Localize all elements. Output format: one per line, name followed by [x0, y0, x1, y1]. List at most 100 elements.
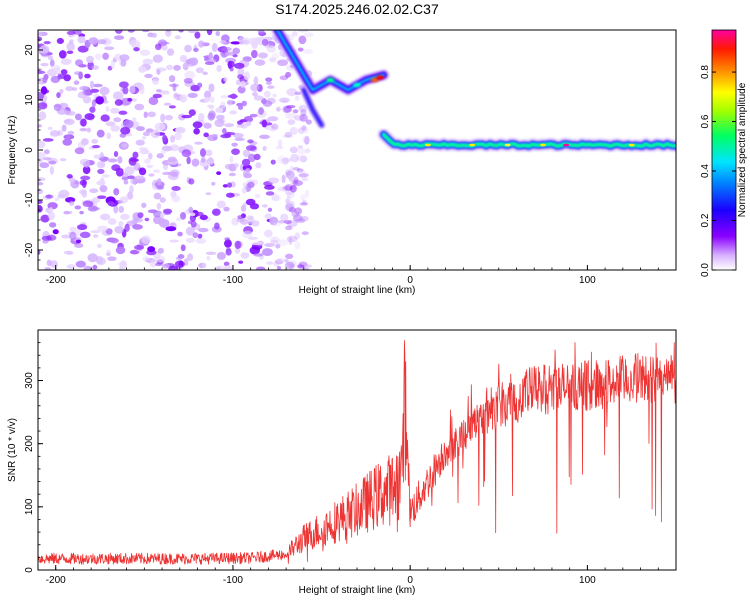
- noise-blob: [199, 214, 208, 221]
- noise-blob: [288, 236, 293, 245]
- noise-blob: [65, 134, 71, 143]
- noise-blob: [273, 261, 280, 267]
- y-tick-label: 0: [24, 147, 35, 153]
- noise-blob: [113, 205, 119, 214]
- noise-blob: [169, 239, 179, 243]
- noise-blob: [52, 229, 59, 235]
- noise-blob: [66, 30, 76, 36]
- colorbar-gradient: [712, 30, 736, 270]
- noise-blob: [91, 99, 96, 108]
- noise-blob: [185, 237, 195, 243]
- noise-blob: [173, 92, 179, 98]
- noise-blob: [157, 247, 164, 254]
- noise-blob: [46, 259, 52, 267]
- noise-blob: [215, 107, 224, 113]
- noise-blob: [289, 185, 297, 191]
- noise-blob: [292, 167, 300, 171]
- y-tick-label: 0: [24, 567, 35, 573]
- noise-blob: [49, 165, 54, 175]
- noise-blob: [224, 132, 236, 136]
- noise-blob: [227, 182, 233, 188]
- noise-blob: [156, 153, 164, 159]
- noise-blob: [292, 214, 303, 222]
- noise-blob: [48, 160, 57, 165]
- noise-blob: [291, 211, 300, 218]
- noise-blob: [130, 98, 137, 102]
- noise-blob: [297, 148, 307, 155]
- noise-blob: [302, 48, 314, 55]
- figure-title: S174.2025.246.02.02.C37: [275, 1, 439, 17]
- noise-blob: [142, 131, 151, 137]
- noise-blob: [141, 235, 151, 245]
- noise-blob: [121, 176, 129, 181]
- noise-blob: [248, 215, 255, 225]
- noise-blob: [249, 113, 258, 118]
- noise-blob: [269, 236, 281, 243]
- noise-blob: [229, 110, 238, 115]
- noise-blob: [106, 252, 111, 256]
- noise-blob: [143, 111, 148, 119]
- noise-blob: [275, 146, 284, 150]
- noise-blob: [227, 60, 233, 70]
- noise-blob: [75, 260, 86, 268]
- noise-blob: [262, 145, 267, 152]
- noise-blob: [284, 131, 293, 138]
- noise-blob: [183, 258, 189, 266]
- noise-blob: [208, 52, 213, 61]
- noise-blob: [104, 46, 115, 51]
- noise-blob: [157, 178, 162, 186]
- noise-blob: [301, 125, 307, 131]
- noise-blob: [144, 158, 151, 164]
- noise-blob: [91, 144, 101, 149]
- noise-blob: [92, 234, 99, 238]
- noise-blob: [184, 44, 192, 53]
- noise-blob: [93, 154, 101, 159]
- noise-blob: [238, 260, 244, 264]
- noise-blob: [113, 35, 125, 40]
- noise-blob: [207, 112, 215, 121]
- noise-blob: [90, 230, 101, 234]
- noise-blob: [254, 59, 266, 66]
- noise-blob: [53, 103, 62, 112]
- colorbar-label: Normalized spectral amplitude: [737, 82, 748, 217]
- noise-blob: [115, 246, 126, 255]
- noise-blob: [301, 264, 313, 269]
- top-y-axis-label: Frequency (Hz): [7, 116, 18, 185]
- noise-blob: [195, 67, 204, 74]
- noise-blob: [269, 239, 279, 244]
- noise-blob: [211, 42, 218, 52]
- noise-blob: [75, 239, 82, 244]
- noise-blob: [110, 59, 115, 69]
- noise-blob: [277, 239, 289, 246]
- noise-blob: [281, 174, 286, 184]
- noise-blob: [89, 106, 96, 113]
- noise-blob: [236, 102, 244, 107]
- noise-blob: [110, 125, 121, 132]
- noise-blob: [206, 157, 215, 165]
- noise-blob: [82, 200, 94, 208]
- noise-blob: [284, 188, 295, 196]
- noise-blob: [38, 181, 44, 186]
- noise-blob: [132, 224, 143, 230]
- noise-blob: [127, 30, 135, 33]
- noise-blob: [82, 165, 91, 175]
- noise-blob: [285, 225, 293, 231]
- noise-blob: [277, 139, 283, 148]
- noise-blob: [205, 251, 217, 255]
- noise-blob: [224, 239, 232, 248]
- noise-blob: [179, 54, 188, 63]
- noise-blob: [79, 127, 88, 132]
- noise-blob: [286, 88, 298, 97]
- noise-blob: [299, 155, 308, 163]
- noise-blob: [83, 265, 93, 270]
- noise-blob: [175, 126, 186, 134]
- noise-blob: [261, 204, 268, 208]
- noise-blob: [193, 47, 199, 53]
- noise-blob: [301, 177, 309, 182]
- noise-blob: [186, 253, 194, 261]
- noise-blob: [289, 146, 298, 154]
- noise-blob: [300, 215, 309, 222]
- noise-blob: [234, 247, 241, 254]
- noise-blob: [225, 248, 232, 256]
- noise-blob: [166, 48, 175, 56]
